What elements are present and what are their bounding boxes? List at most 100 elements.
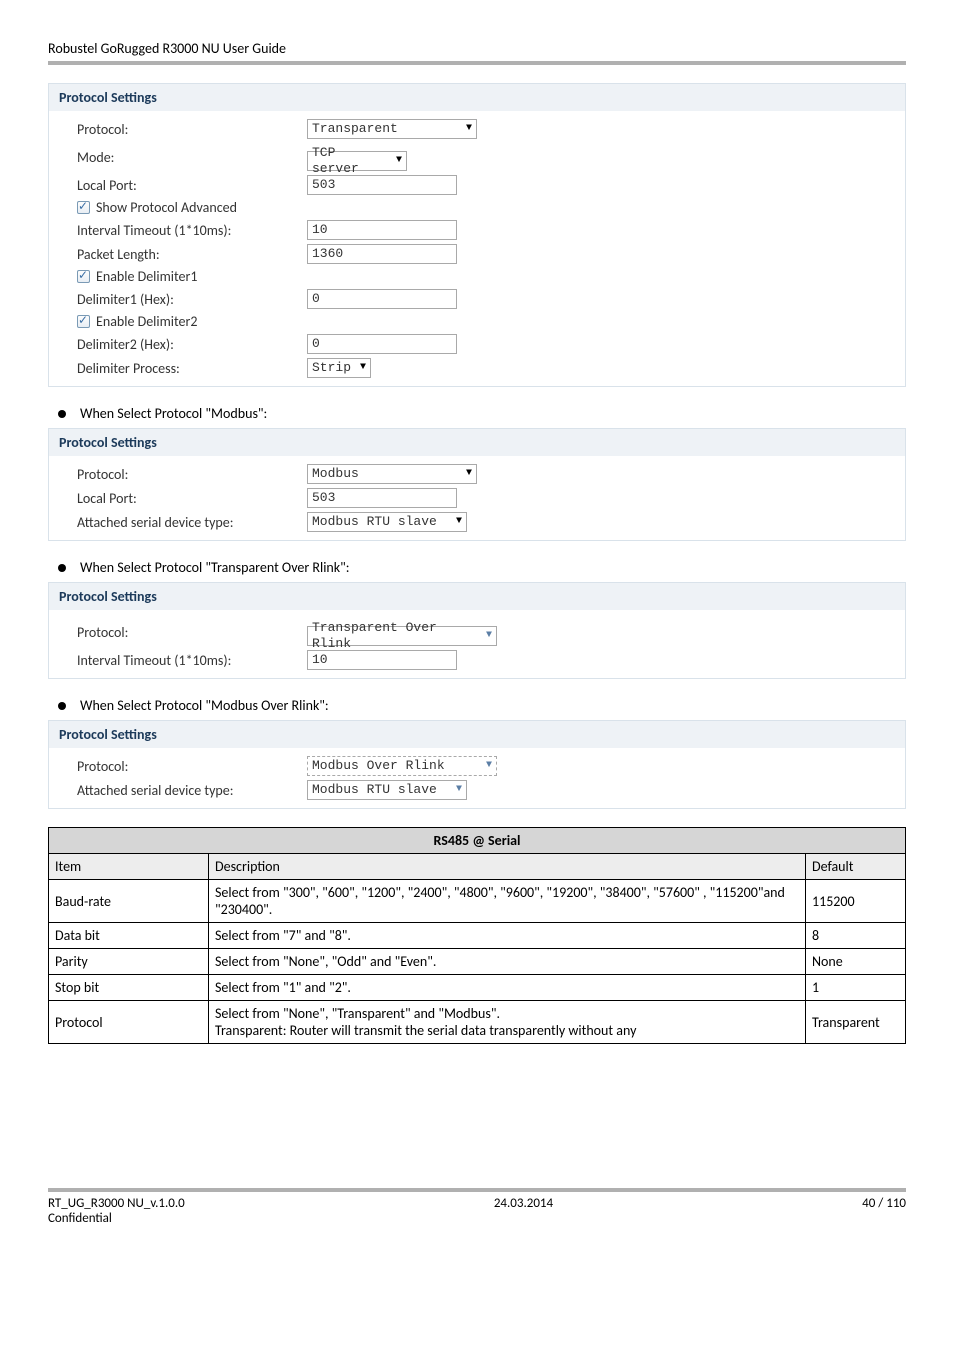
- delimiter1-enable-label: Enable Delimiter1: [96, 268, 197, 285]
- delimproc-select[interactable]: Strip ▼: [307, 358, 371, 378]
- caption-rlink: When Select Protocol "Transparent Over R…: [48, 559, 906, 576]
- protocol-settings-panel-rlink: Protocol Settings Protocol: Transparent …: [48, 582, 906, 679]
- caption-text: When Select Protocol "Modbus Over Rlink"…: [80, 697, 329, 714]
- attached-select[interactable]: Modbus RTU slave ▼: [307, 780, 467, 800]
- cell-item: Stop bit: [49, 975, 209, 1001]
- protocol-select[interactable]: Modbus ▼: [307, 464, 477, 484]
- localport-label: Local Port:: [77, 177, 307, 194]
- show-advanced-checkbox[interactable]: [77, 201, 90, 214]
- delimiter2-enable-label: Enable Delimiter2: [96, 313, 197, 330]
- interval-value: 10: [312, 222, 328, 238]
- table-row: Protocol Select from "None", "Transparen…: [49, 1001, 906, 1044]
- table-row: Data bit Select from "7" and "8". 8: [49, 923, 906, 949]
- chevron-down-icon: ▼: [360, 360, 366, 376]
- footer-center: 24.03.2014: [494, 1196, 553, 1226]
- localport-input[interactable]: 503: [307, 488, 457, 508]
- interval-input[interactable]: 10: [307, 220, 457, 240]
- protocol-select[interactable]: Transparent Over Rlink ▼: [307, 626, 497, 646]
- mode-label: Mode:: [77, 149, 307, 166]
- table-title: RS485 @ Serial: [49, 828, 906, 854]
- mode-select[interactable]: TCP server ▼: [307, 151, 407, 171]
- caption-text: When Select Protocol "Transparent Over R…: [80, 559, 350, 576]
- caption-modbus: When Select Protocol "Modbus":: [48, 405, 906, 422]
- protocol-select[interactable]: Transparent ▼: [307, 119, 477, 139]
- cell-default: 8: [806, 923, 906, 949]
- cell-item: Data bit: [49, 923, 209, 949]
- cell-default: 115200: [806, 880, 906, 923]
- delimiter1-checkbox[interactable]: [77, 270, 90, 283]
- interval-value: 10: [312, 652, 328, 668]
- localport-value: 503: [312, 490, 335, 506]
- packetlen-input[interactable]: 1360: [307, 244, 457, 264]
- attached-label: Attached serial device type:: [77, 514, 307, 531]
- protocol-label: Protocol:: [77, 121, 307, 138]
- chevron-down-icon: ▼: [456, 782, 462, 798]
- chevron-down-icon: ▼: [396, 153, 402, 169]
- delimproc-label: Delimiter Process:: [77, 360, 307, 377]
- delimiter1-value: 0: [312, 291, 320, 307]
- header-rule: [48, 61, 906, 65]
- chevron-down-icon: ▼: [466, 466, 472, 482]
- delimproc-value: Strip: [312, 360, 351, 376]
- protocol-label: Protocol:: [77, 758, 307, 775]
- chevron-down-icon: ▼: [456, 514, 462, 530]
- bullet-icon: [58, 702, 66, 710]
- attached-value: Modbus RTU slave: [312, 514, 437, 530]
- interval-label: Interval Timeout (1*10ms):: [77, 652, 307, 669]
- table-row: Parity Select from "None", "Odd" and "Ev…: [49, 949, 906, 975]
- col-default: Default: [806, 854, 906, 880]
- cell-desc: Select from "None", "Odd" and "Even".: [209, 949, 806, 975]
- footer-left-1: RT_UG_R3000 NU_v.1.0.0: [48, 1196, 185, 1211]
- cell-default: 1: [806, 975, 906, 1001]
- table-row: Baud-rate Select from "300", "600", "120…: [49, 880, 906, 923]
- bullet-icon: [58, 564, 66, 572]
- protocol-settings-panel-transparent: Protocol Settings Protocol: Transparent …: [48, 83, 906, 387]
- attached-select[interactable]: Modbus RTU slave ▼: [307, 512, 467, 532]
- protocol-settings-panel-modbus-rlink: Protocol Settings Protocol: Modbus Over …: [48, 720, 906, 809]
- protocol-value: Modbus: [312, 466, 359, 482]
- chevron-down-icon: ▼: [486, 758, 492, 774]
- page-header: Robustel GoRugged R3000 NU User Guide: [48, 40, 906, 57]
- interval-input[interactable]: 10: [307, 650, 457, 670]
- packetlen-label: Packet Length:: [77, 246, 307, 263]
- cell-default: Transparent: [806, 1001, 906, 1044]
- delimiter1-input[interactable]: 0: [307, 289, 457, 309]
- col-item: Item: [49, 854, 209, 880]
- packetlen-value: 1360: [312, 246, 343, 262]
- localport-input[interactable]: 503: [307, 175, 457, 195]
- protocol-value: Transparent: [312, 121, 398, 137]
- protocol-label: Protocol:: [77, 466, 307, 483]
- rs485-table: RS485 @ Serial Item Description Default …: [48, 827, 906, 1044]
- chevron-down-icon: ▼: [466, 121, 472, 137]
- attached-value: Modbus RTU slave: [312, 782, 437, 798]
- cell-desc: Select from "7" and "8".: [209, 923, 806, 949]
- interval-label: Interval Timeout (1*10ms):: [77, 222, 307, 239]
- col-desc: Description: [209, 854, 806, 880]
- caption-text: When Select Protocol "Modbus":: [80, 405, 267, 422]
- protocol-select[interactable]: Modbus Over Rlink ▼: [307, 756, 497, 776]
- delimiter2-checkbox[interactable]: [77, 315, 90, 328]
- protocol-label: Protocol:: [77, 624, 307, 641]
- mode-value: TCP server: [312, 145, 390, 177]
- attached-label: Attached serial device type:: [77, 782, 307, 799]
- cell-desc: Select from "1" and "2".: [209, 975, 806, 1001]
- footer-rule: [48, 1188, 906, 1192]
- table-row: Stop bit Select from "1" and "2". 1: [49, 975, 906, 1001]
- panel-title: Protocol Settings: [49, 583, 905, 610]
- delimiter2-value: 0: [312, 336, 320, 352]
- chevron-down-icon: ▼: [486, 628, 492, 644]
- localport-label: Local Port:: [77, 490, 307, 507]
- page-footer: RT_UG_R3000 NU_v.1.0.0 Confidential 24.0…: [48, 1184, 906, 1226]
- panel-title: Protocol Settings: [49, 84, 905, 111]
- cell-desc: Select from "None", "Transparent" and "M…: [209, 1001, 806, 1044]
- cell-item: Protocol: [49, 1001, 209, 1044]
- protocol-value: Transparent Over Rlink: [312, 620, 480, 652]
- delimiter2-label: Delimiter2 (Hex):: [77, 336, 307, 353]
- caption-modbus-rlink: When Select Protocol "Modbus Over Rlink"…: [48, 697, 906, 714]
- delimiter2-input[interactable]: 0: [307, 334, 457, 354]
- cell-item: Baud-rate: [49, 880, 209, 923]
- bullet-icon: [58, 410, 66, 418]
- protocol-settings-panel-modbus: Protocol Settings Protocol: Modbus ▼ Loc…: [48, 428, 906, 541]
- show-advanced-label: Show Protocol Advanced: [96, 199, 237, 216]
- cell-item: Parity: [49, 949, 209, 975]
